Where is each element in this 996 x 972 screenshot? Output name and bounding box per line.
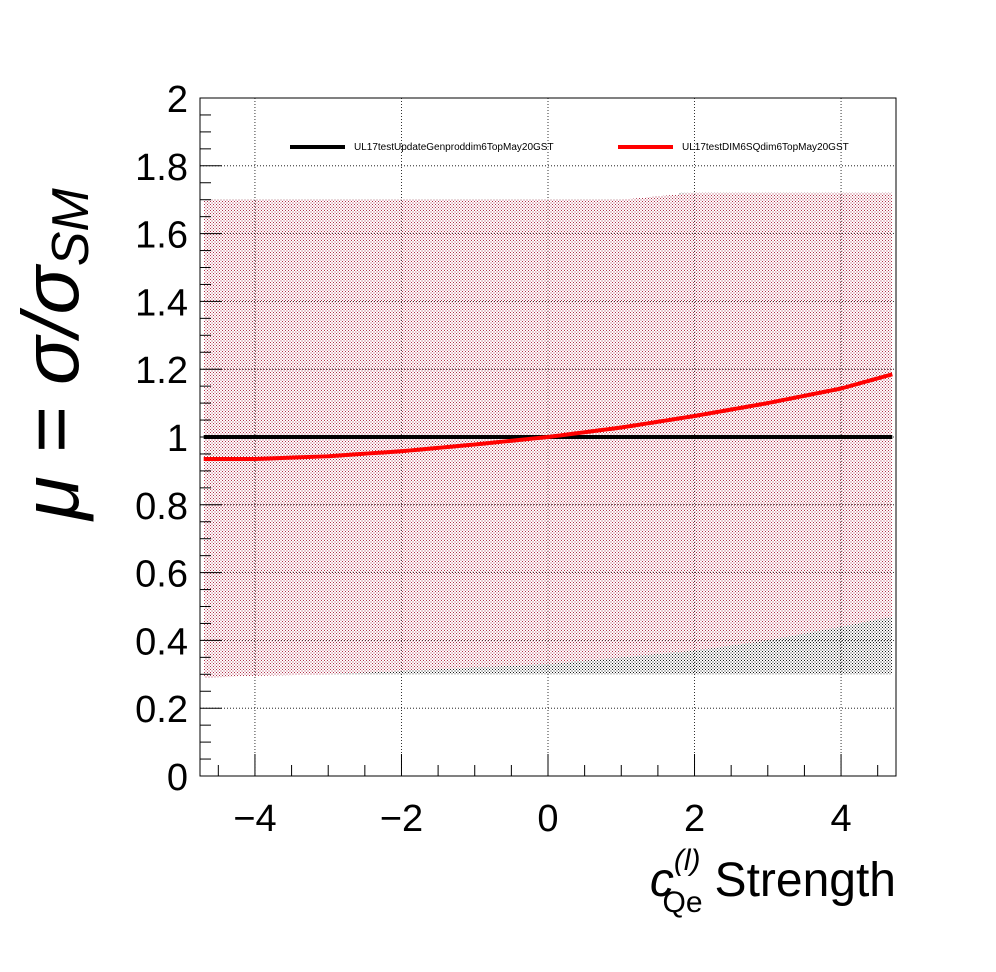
x-axis-text: Strength [715,854,896,907]
y-axis-main: μ = σ/σ [6,264,95,522]
x-tick-label: −2 [380,798,423,840]
y-tick-label: 0.2 [135,689,188,731]
x-axis-superscript: (l) [674,844,701,877]
legend: UL17testUpdateGenproddim6TopMay20GST UL1… [290,142,849,153]
series-lines [203,372,893,461]
axis-ticks [200,97,879,777]
x-axis-symbol: c [650,854,674,907]
tick-labels: −4 −2 0 2 4 0 0.2 0.4 0.6 0.8 1 1.2 1.4 1.6 1.8 2 [135,79,851,840]
line-series-2 [203,372,893,461]
y-tick-label: 2 [167,79,188,121]
legend-label-series-2: UL17testDIM6SQdim6TopMay20GST [682,142,849,153]
x-axis-subscript: Qe [663,886,703,919]
x-tick-label: 2 [684,798,705,840]
svg-text:μ = σ/σSM: μ = σ/σSM [6,188,100,522]
y-tick-label: 0.6 [135,554,188,596]
y-tick-label: 0 [167,757,188,799]
x-tick-label: 4 [830,798,851,840]
y-tick-label: 1 [167,418,188,460]
y-axis-subscript: SM [42,188,100,267]
y-axis-title: μ = σ/σSM [6,188,100,522]
y-tick-label: 1.2 [135,350,188,392]
x-tick-label: −4 [233,798,276,840]
x-axis-title: c(l) Qe Strength [650,844,896,919]
y-tick-label: 1.8 [135,147,188,189]
legend-label-series-1: UL17testUpdateGenproddim6TopMay20GST [354,142,554,153]
y-tick-label: 1.4 [135,282,188,324]
y-tick-label: 0.8 [135,486,188,528]
y-tick-label: 0.4 [135,621,188,663]
x-tick-label: 0 [537,798,558,840]
y-tick-label: 1.6 [135,215,188,257]
